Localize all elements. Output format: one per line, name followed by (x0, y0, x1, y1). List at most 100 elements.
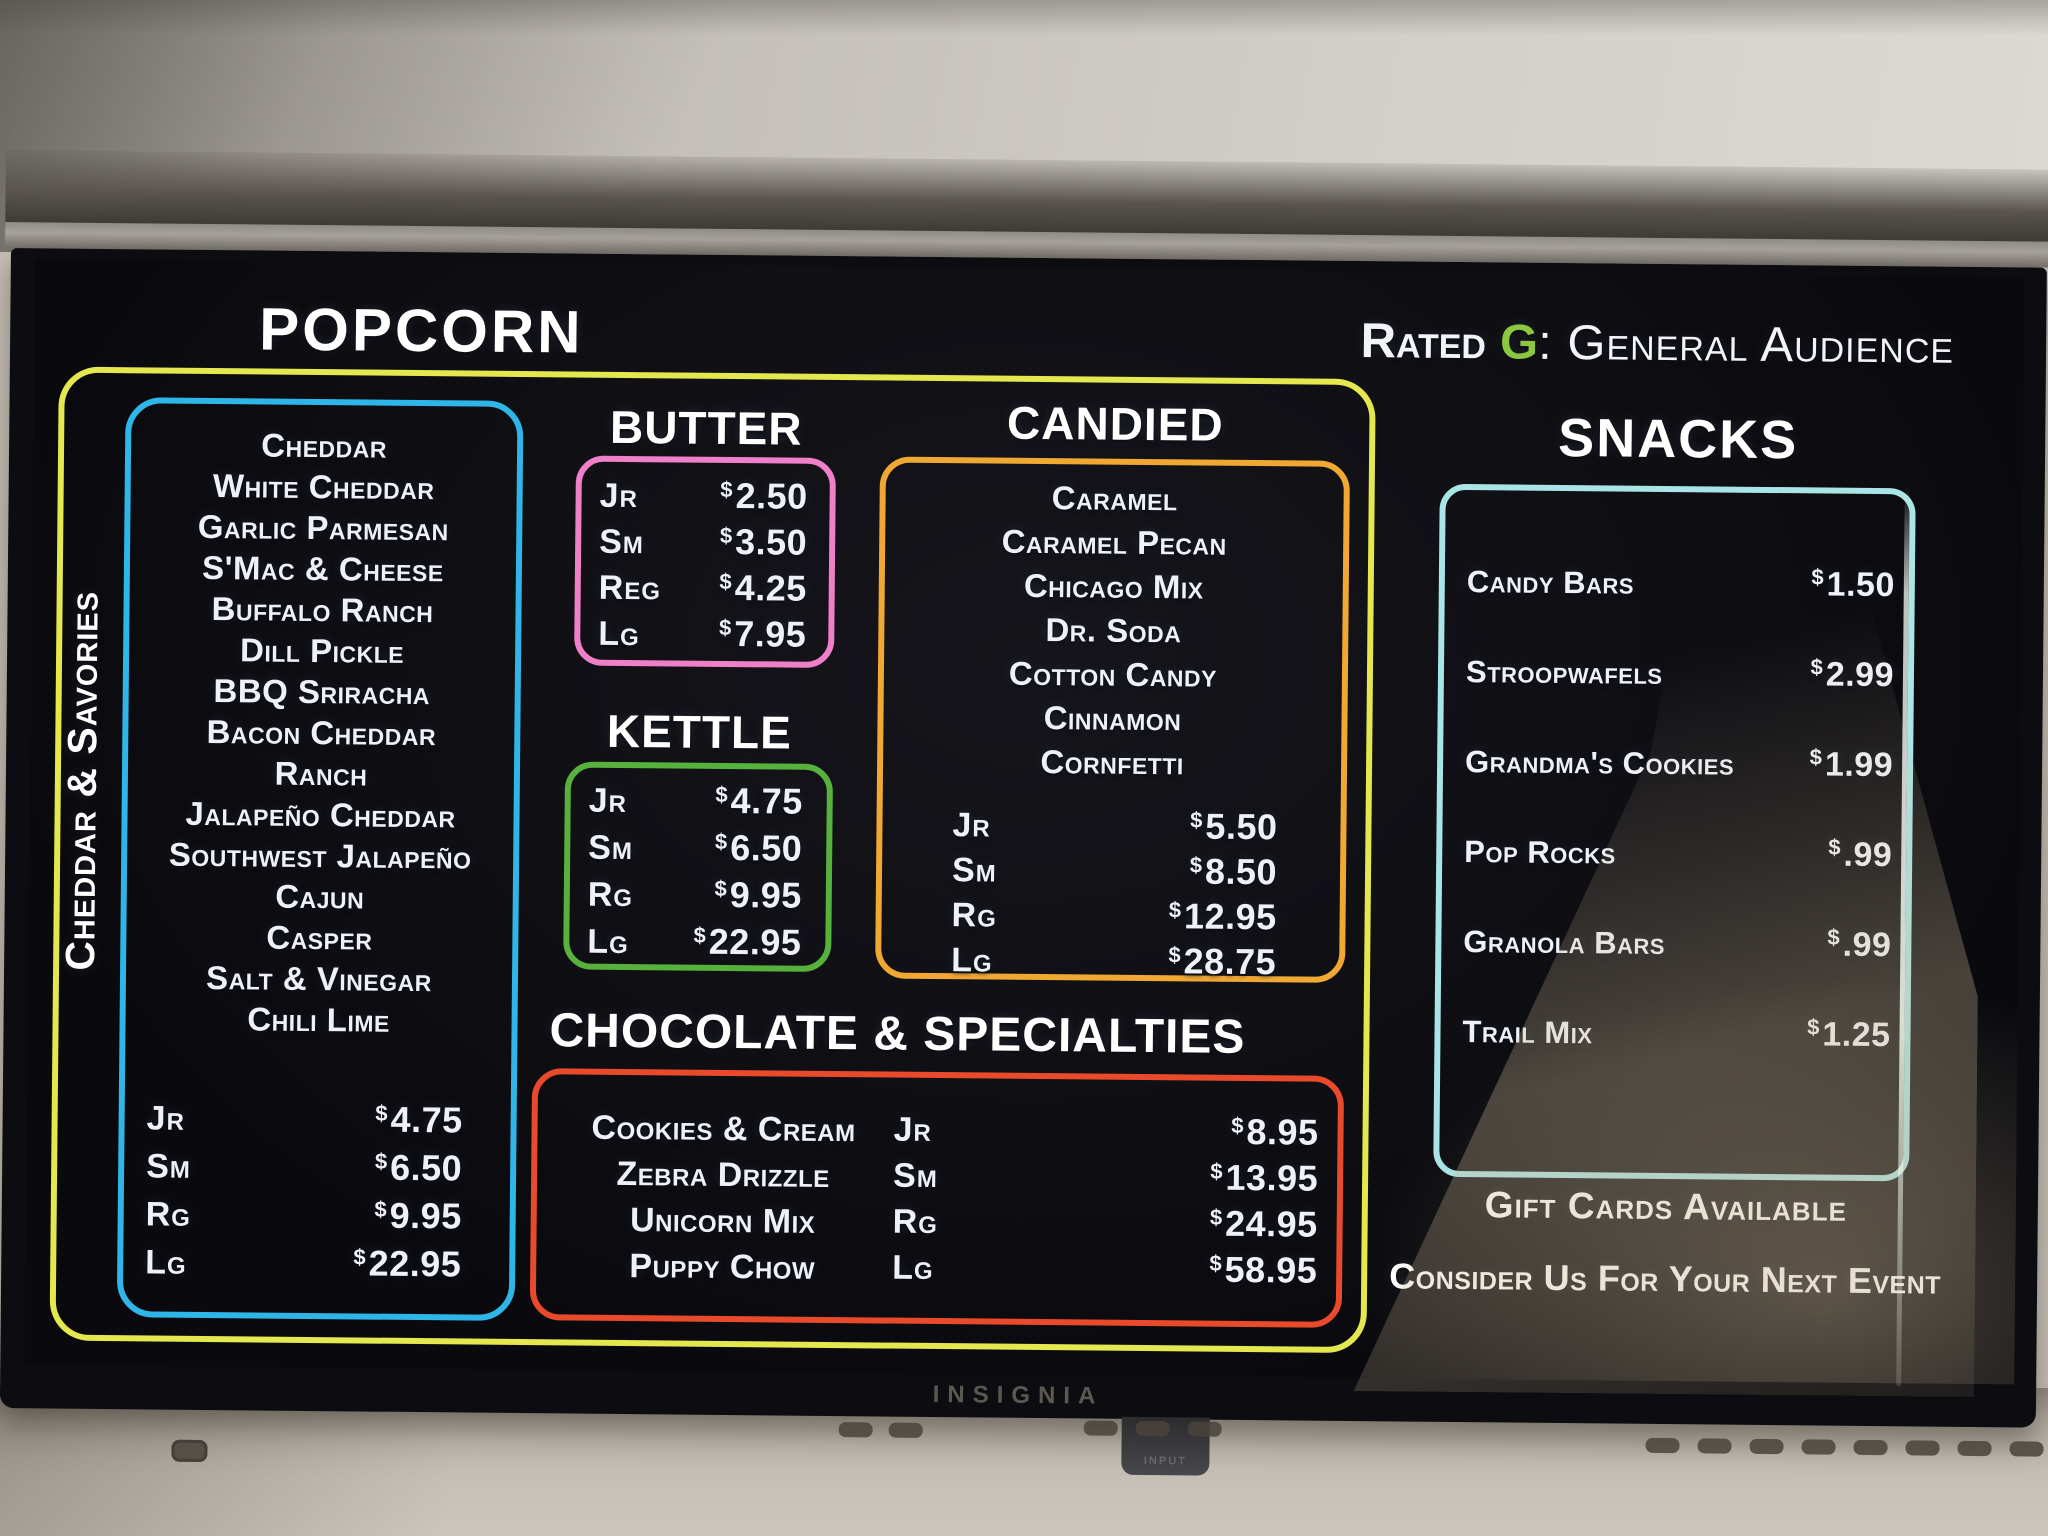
size-label: Lg (951, 941, 993, 980)
flavor-item: S'Mac & Cheese (201, 548, 444, 589)
dollar-sign: $ (1810, 654, 1823, 680)
price-amount: 8.50 (1204, 850, 1278, 893)
vent-slot (1749, 1438, 1784, 1455)
flavor-item: BBQ Sriracha (213, 672, 431, 712)
dollar-sign: $ (1168, 942, 1181, 968)
price-row: Reg $4.25 (599, 566, 807, 609)
size-label: Lg (587, 922, 629, 962)
price-value: $28.75 (1168, 940, 1276, 983)
size-label: Jr (893, 1110, 933, 1149)
price-row: Rg $9.95 (588, 873, 802, 916)
flavor-item: Zebra Drizzle (616, 1154, 830, 1195)
size-label: Reg (598, 568, 662, 608)
footer-notes: Gift Cards Available Consider Us For You… (1385, 1183, 1946, 1302)
dollar-sign: $ (1811, 564, 1824, 590)
flavor-item: Bacon Cheddar (206, 712, 437, 753)
dollar-sign: $ (374, 1148, 388, 1174)
size-label: Sm (599, 522, 645, 562)
chocolate-box: Cookies & Cream Zebra Drizzle Unicorn Mi… (529, 1068, 1345, 1328)
dollar-sign: $ (1828, 834, 1841, 860)
dollar-sign: $ (1807, 1014, 1820, 1040)
size-label: Lg (598, 614, 640, 654)
price-value: $2.99 (1810, 654, 1894, 695)
size-label: Lg (145, 1243, 187, 1282)
price-row: Jr $4.75 (146, 1096, 462, 1141)
price-row: Lg $28.75 (951, 938, 1276, 982)
price-value: $4.75 (375, 1099, 463, 1142)
size-label: Jr (599, 476, 639, 516)
price-amount: 58.95 (1224, 1248, 1318, 1291)
price-amount: .99 (1843, 835, 1893, 875)
candied-box: Caramel Caramel Pecan Chicago Mix Dr. So… (875, 456, 1351, 983)
price-value: $58.95 (1209, 1249, 1317, 1292)
price-value: $9.95 (714, 874, 802, 917)
dollar-sign: $ (1168, 897, 1182, 923)
event-note: Consider Us For Your Next Event (1389, 1255, 1942, 1302)
price-amount: 22.95 (368, 1242, 462, 1285)
price-row: Rg $12.95 (951, 893, 1276, 937)
snack-row: Granola Bars $.99 (1463, 922, 1891, 964)
price-amount: 5.50 (1205, 805, 1278, 848)
price-row: Jr $4.75 (589, 779, 803, 822)
snack-row: Stroopwafels $2.99 (1465, 652, 1894, 695)
flavor-item: Caramel Pecan (1001, 522, 1227, 562)
price-value: $22.95 (353, 1242, 461, 1285)
candied-flavor-list: Caramel Caramel Pecan Chicago Mix Dr. So… (883, 462, 1344, 786)
price-row: Lg $58.95 (892, 1246, 1317, 1291)
price-row: Jr $2.50 (599, 474, 807, 517)
price-amount: 12.95 (1183, 895, 1277, 938)
chocolate-heading: CHOCOLATE & SPECIALTIES (549, 1004, 1246, 1064)
price-value: $1.25 (1807, 1014, 1891, 1055)
price-value: $12.95 (1169, 895, 1277, 938)
cheddar-flavor-list: Cheddar White Cheddar Garlic Parmesan S'… (125, 403, 517, 1042)
dollar-sign: $ (374, 1196, 387, 1222)
snack-row: Grandma's Cookies $1.99 (1465, 742, 1894, 785)
rated-letter-g: G (1499, 315, 1539, 370)
flavor-item: Puppy Chow (629, 1247, 816, 1287)
price-value: $3.50 (720, 521, 808, 564)
price-value: $8.50 (1190, 850, 1278, 893)
dollar-sign: $ (714, 828, 728, 854)
size-label: Rg (892, 1202, 939, 1242)
price-value: $.99 (1828, 834, 1893, 876)
butter-price-list: Jr $2.50 Sm $3.50 Reg $4.25 Lg (580, 462, 830, 655)
price-row: Rg $9.95 (146, 1192, 462, 1237)
vent-slot (1187, 1421, 1222, 1437)
flavor-item: Cinnamon (1043, 699, 1182, 738)
vent-slot (1853, 1439, 1888, 1456)
flavor-item: Garlic Parmesan (197, 507, 449, 548)
dollar-sign: $ (353, 1244, 366, 1270)
flavor-item: Unicorn Mix (629, 1201, 816, 1241)
flavor-item: Cheddar (261, 426, 388, 465)
price-amount: 4.75 (390, 1098, 463, 1141)
price-row: Rg $24.95 (892, 1200, 1318, 1245)
dollar-sign: $ (718, 614, 732, 641)
price-row: Sm $6.50 (146, 1144, 462, 1189)
chocolate-flavor-list: Cookies & Cream Zebra Drizzle Unicorn Mi… (552, 1104, 894, 1317)
snack-name: Granola Bars (1463, 924, 1666, 961)
vent-slot (1083, 1420, 1118, 1436)
butter-box: Jr $2.50 Sm $3.50 Reg $4.25 Lg (574, 455, 837, 669)
price-row: Lg $22.95 (587, 920, 801, 963)
price-value: $9.95 (374, 1195, 462, 1238)
price-value: $7.95 (719, 613, 807, 656)
menu-screen: POPCORN Rated G: General Audience Cheddar… (24, 258, 2025, 1384)
snack-name: Stroopwafels (1465, 654, 1663, 691)
vent-slot-group (1083, 1420, 1222, 1437)
dollar-sign: $ (1827, 924, 1840, 950)
price-amount: 6.50 (729, 827, 803, 869)
price-row: Sm $6.50 (588, 826, 802, 869)
price-value: $1.99 (1809, 744, 1894, 785)
flavor-item: Buffalo Ranch (211, 590, 434, 630)
vent-slot (2009, 1441, 2044, 1457)
price-value: $24.95 (1210, 1203, 1318, 1246)
size-label: Lg (892, 1248, 934, 1287)
price-row: Sm $13.95 (893, 1154, 1318, 1199)
price-amount: 28.75 (1183, 940, 1277, 983)
kettle-heading: KETTLE (606, 704, 793, 759)
price-row: Lg $7.95 (598, 612, 806, 655)
vent-slot (838, 1422, 873, 1438)
snack-row: Pop Rocks $.99 (1464, 832, 1892, 874)
